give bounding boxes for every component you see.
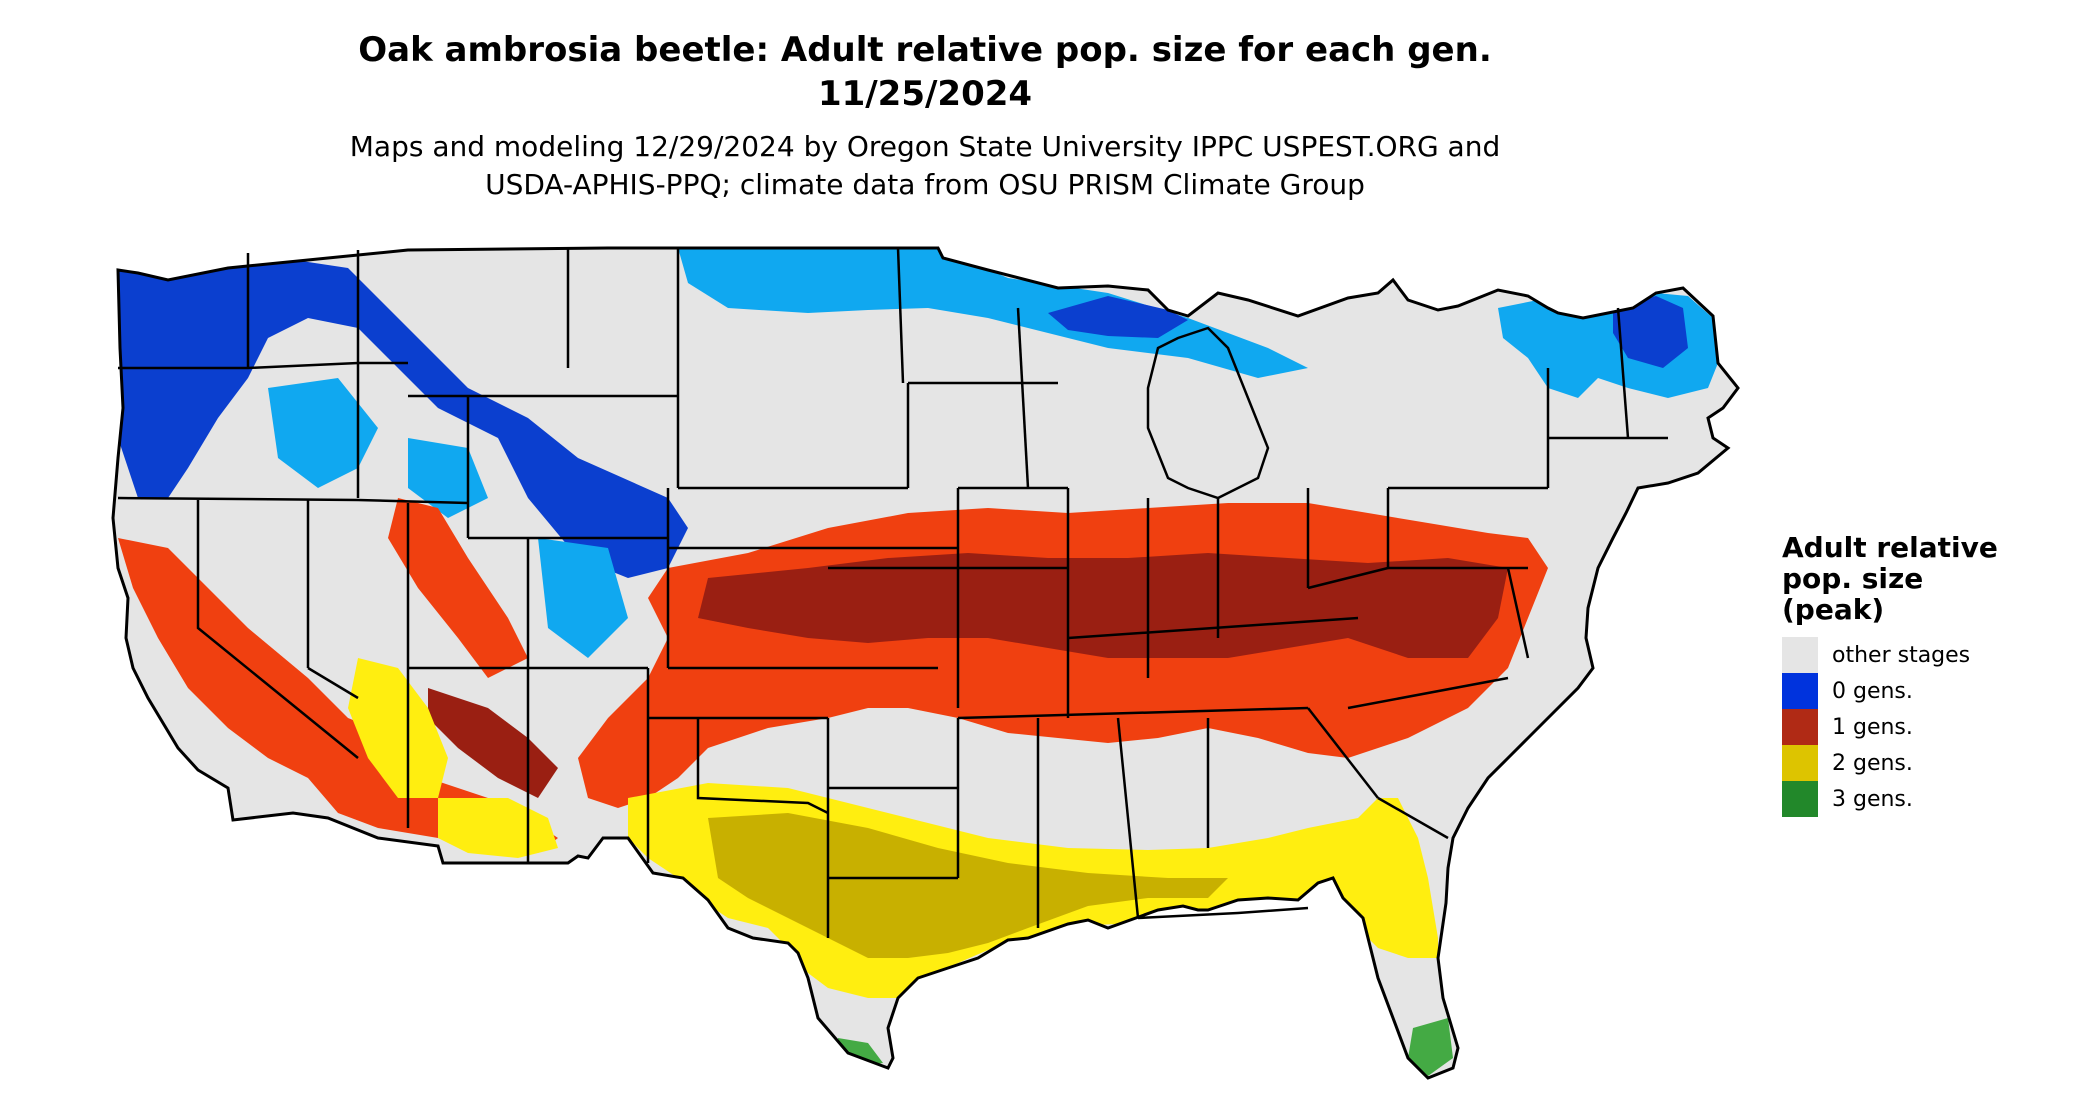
region-0gen-great-lakes: [678, 248, 1308, 378]
map-subtitle: Maps and modeling 12/29/2024 by Oregon S…: [0, 128, 1850, 204]
title-line-1: Oak ambrosia beetle: Adult relative pop.…: [358, 30, 1492, 70]
region-2gen-olive: [708, 813, 1228, 958]
legend-swatch: [1782, 637, 1818, 673]
region-0gen-new-england-dark: [1613, 296, 1688, 368]
legend-label: 1 gens.: [1832, 714, 1913, 740]
legend-label: other stages: [1832, 642, 1971, 668]
legend-label: 3 gens.: [1832, 786, 1913, 812]
legend-swatch: [1782, 781, 1818, 817]
legend: Adult relative pop. size (peak) other st…: [1782, 532, 2082, 817]
legend-item-3-gens: 3 gens.: [1782, 781, 2082, 817]
legend-title-line-1: Adult relative: [1782, 531, 1998, 564]
legend-label: 2 gens.: [1832, 750, 1913, 776]
legend-label: 0 gens.: [1832, 678, 1913, 704]
legend-swatch: [1782, 745, 1818, 781]
region-3gen-florida-tip: [1408, 1018, 1453, 1076]
legend-title-line-2: pop. size: [1782, 562, 1924, 595]
region-1gen-great-basin: [388, 498, 528, 678]
region-1gen-dark-southwest: [428, 688, 558, 798]
map-title: Oak ambrosia beetle: Adult relative pop.…: [0, 28, 1850, 116]
legend-item-2-gens: 2 gens.: [1782, 745, 2082, 781]
subtitle-line-2: USDA-APHIS-PPQ; climate data from OSU PR…: [485, 168, 1365, 201]
region-0gen-upper-michigan: [1048, 296, 1188, 338]
legend-swatch: [1782, 673, 1818, 709]
gen-regions: [113, 248, 1718, 1076]
region-1gen-dark-core: [698, 553, 1508, 658]
legend-swatch: [1782, 709, 1818, 745]
subtitle-line-1: Maps and modeling 12/29/2024 by Oregon S…: [349, 130, 1501, 163]
title-date: 11/25/2024: [817, 74, 1033, 114]
region-0gen-northwest: [113, 253, 688, 578]
legend-title: Adult relative pop. size (peak): [1782, 532, 2082, 625]
region-2gen-southwest: [348, 658, 558, 858]
region-1gen-southwest: [118, 538, 558, 853]
us-map: [111, 246, 1740, 1080]
state-borders: [111, 246, 1740, 1080]
legend-item-1-gens: 1 gens.: [1782, 709, 2082, 745]
legend-item-other-stages: other stages: [1782, 637, 2082, 673]
legend-title-line-3: (peak): [1782, 593, 1885, 626]
legend-item-0-gens: 0 gens.: [1782, 673, 2082, 709]
